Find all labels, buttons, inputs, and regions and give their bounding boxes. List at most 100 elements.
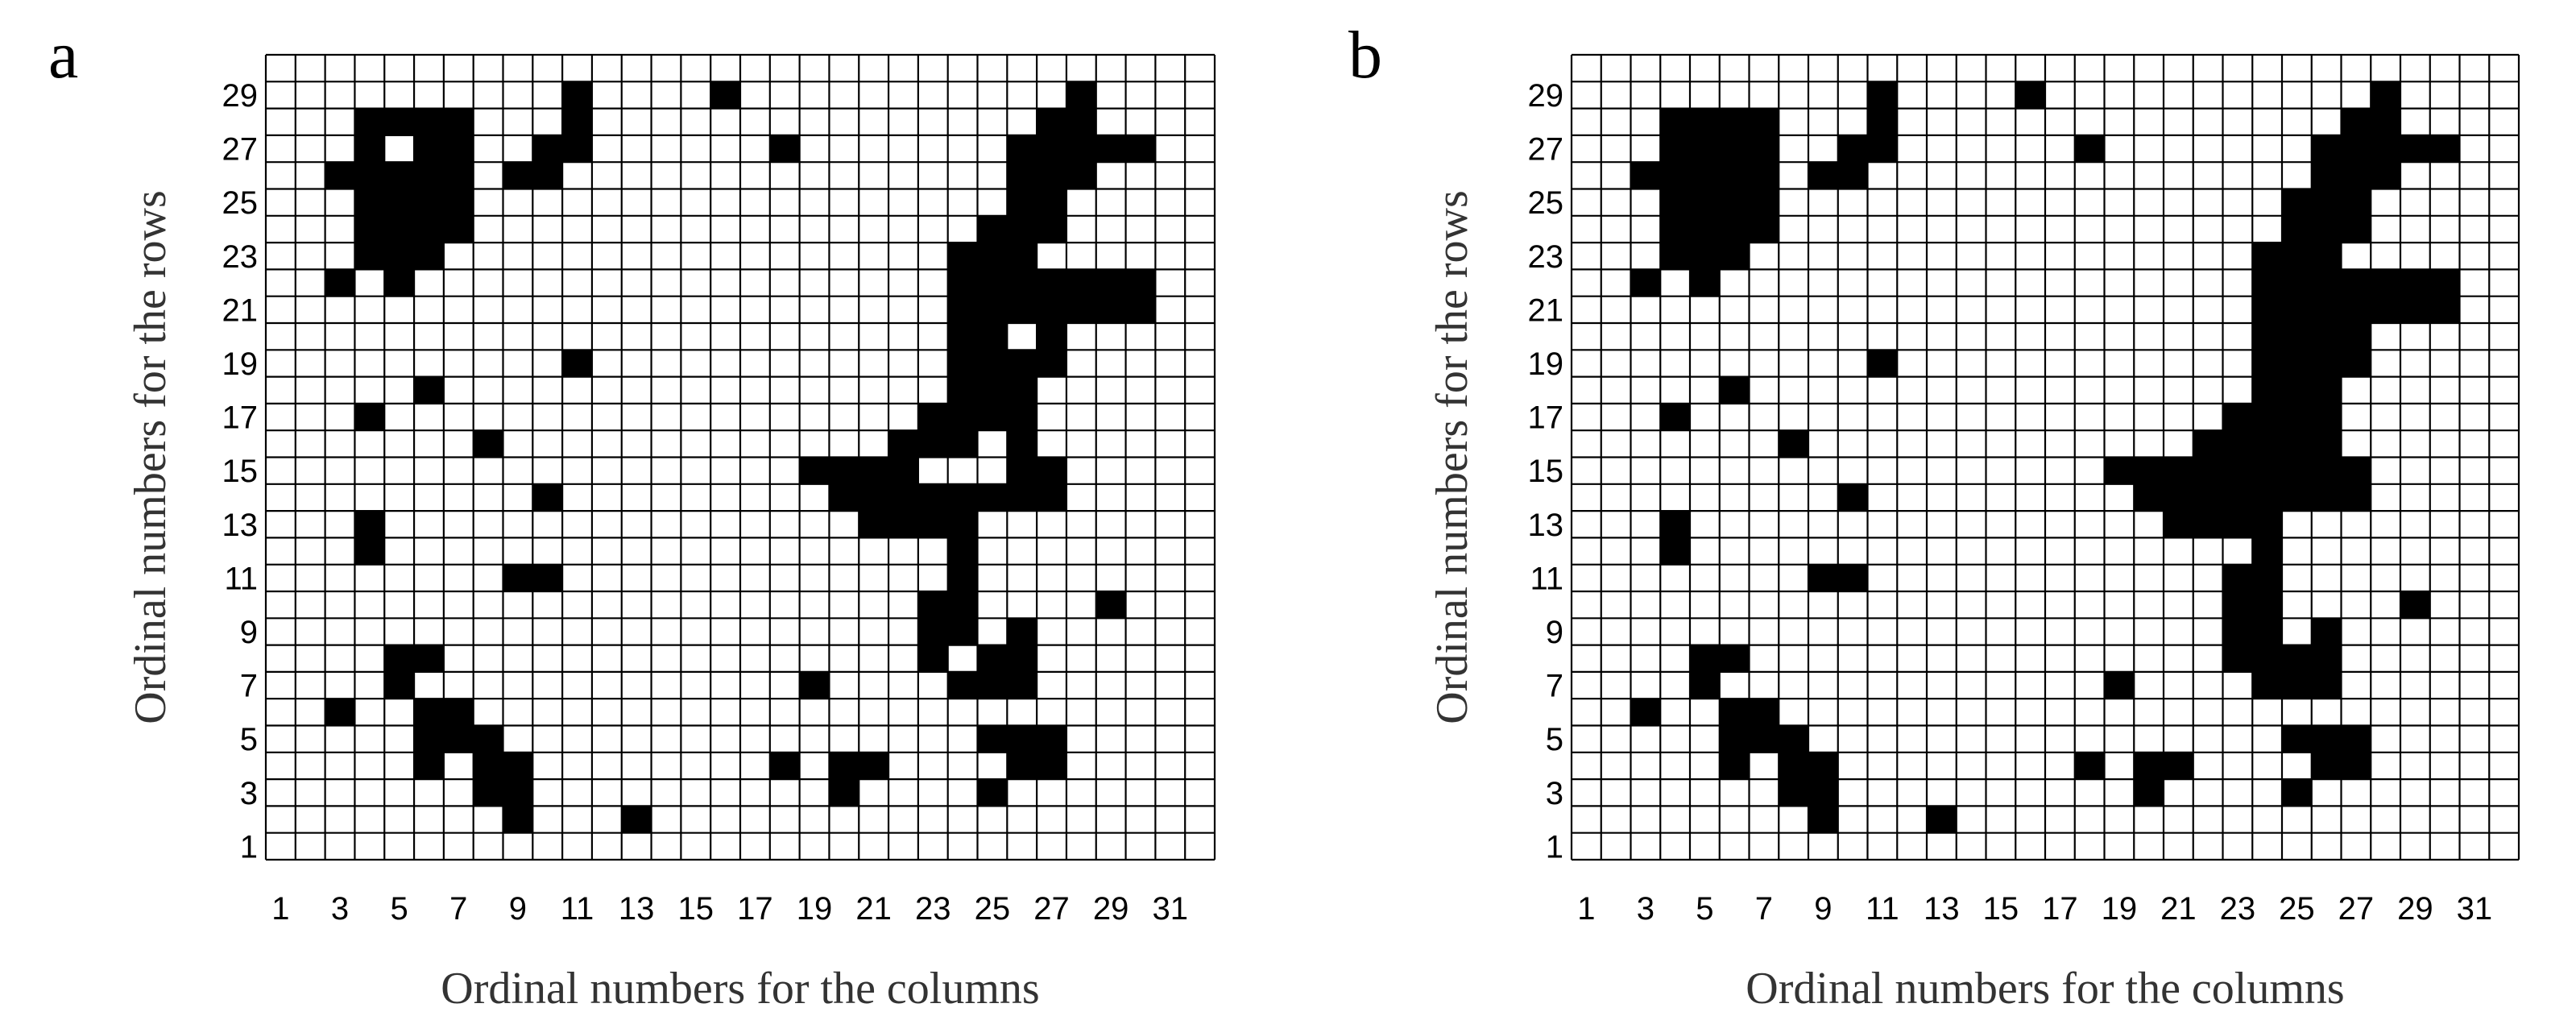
- filled-cell: [2429, 135, 2460, 163]
- filled-cell: [1125, 269, 1156, 297]
- filled-cell: [2371, 108, 2401, 136]
- filled-cell: [2252, 296, 2283, 324]
- filled-cell: [2341, 296, 2371, 324]
- filled-cell: [947, 537, 978, 566]
- filled-cell: [2193, 430, 2223, 458]
- filled-cell: [1037, 457, 1067, 485]
- filled-cell: [977, 243, 1008, 270]
- filled-cell: [829, 483, 859, 512]
- filled-cell: [1007, 403, 1037, 431]
- filled-cell: [1719, 752, 1750, 780]
- filled-cell: [947, 591, 978, 619]
- filled-cell: [1007, 350, 1037, 377]
- filled-cell: [1007, 645, 1037, 673]
- filled-cell: [2311, 215, 2342, 243]
- filled-cell: [2252, 645, 2283, 673]
- filled-cell: [947, 430, 978, 458]
- filled-cell: [1690, 215, 1721, 243]
- filled-cell: [2341, 350, 2371, 377]
- filled-cell: [1660, 403, 1691, 431]
- x-tick-label: 7: [449, 891, 467, 927]
- filled-cell: [1007, 296, 1037, 324]
- filled-cell: [503, 162, 533, 189]
- filled-cell: [1719, 645, 1750, 673]
- filled-cell: [2282, 296, 2313, 324]
- filled-cell: [414, 243, 445, 270]
- filled-cell: [384, 162, 415, 189]
- x-tick-label: 7: [1755, 891, 1773, 927]
- filled-cell: [1749, 699, 1779, 726]
- filled-cell: [829, 752, 859, 780]
- filled-cell: [1690, 135, 1721, 163]
- filled-cell: [414, 752, 445, 780]
- filled-cell: [2252, 376, 2283, 404]
- filled-cell: [1007, 483, 1037, 512]
- filled-cell: [2311, 350, 2342, 377]
- filled-cell: [1037, 350, 1067, 377]
- y-axis-label: Ordinal numbers for the rows: [1427, 190, 1477, 724]
- filled-cell: [947, 350, 978, 377]
- filled-cell: [1007, 215, 1037, 243]
- filled-cell: [2341, 323, 2371, 350]
- filled-cell: [1719, 162, 1750, 189]
- filled-cell: [2164, 511, 2194, 538]
- filled-cell: [2252, 671, 2283, 699]
- filled-cell: [532, 162, 563, 189]
- filled-cell: [2282, 243, 2313, 270]
- filled-cell: [2222, 457, 2253, 485]
- filled-cell: [1779, 779, 1809, 807]
- filled-cell: [977, 296, 1008, 324]
- filled-cell: [710, 81, 741, 109]
- filled-cell: [443, 725, 474, 753]
- filled-cell: [1779, 430, 1809, 458]
- filled-cell: [2282, 376, 2313, 404]
- x-tick-label: 19: [2102, 891, 2138, 927]
- filled-cell: [443, 189, 474, 217]
- filled-cell: [532, 135, 563, 163]
- filled-cell: [1007, 752, 1037, 780]
- filled-cell: [1749, 108, 1779, 136]
- filled-cell: [532, 483, 563, 512]
- filled-cell: [1837, 483, 1868, 512]
- filled-cell: [1749, 725, 1779, 753]
- filled-cell: [977, 671, 1008, 699]
- filled-cell: [1719, 189, 1750, 217]
- filled-cell: [2311, 645, 2342, 673]
- filled-cell: [2371, 269, 2401, 297]
- x-tick-label: 3: [1637, 891, 1655, 927]
- y-tick-label: 29: [1528, 78, 1564, 114]
- filled-cell: [2311, 162, 2342, 189]
- x-tick-label: 1: [271, 891, 289, 927]
- filled-cell: [1719, 725, 1750, 753]
- filled-cell: [2074, 135, 2105, 163]
- y-tick-label: 23: [222, 239, 259, 275]
- filled-cell: [829, 457, 859, 485]
- x-tick-label: 31: [2457, 891, 2493, 927]
- filled-cell: [917, 618, 949, 645]
- filled-cell: [769, 135, 801, 163]
- filled-cell: [1749, 215, 1779, 243]
- x-tick-label: 21: [855, 891, 892, 927]
- filled-cell: [503, 564, 533, 592]
- filled-cell: [2311, 189, 2342, 217]
- filled-cell: [1630, 699, 1661, 726]
- filled-cell: [354, 511, 385, 538]
- filled-cell: [503, 779, 533, 807]
- x-tick-label: 25: [975, 891, 1011, 927]
- filled-cell: [414, 189, 445, 217]
- filled-cell: [1719, 376, 1750, 404]
- x-tick-label: 29: [1093, 891, 1129, 927]
- y-tick-label: 25: [1528, 185, 1564, 221]
- filled-cell: [1066, 162, 1097, 189]
- filled-cell: [621, 806, 652, 834]
- x-tick-label: 5: [391, 891, 408, 927]
- filled-cell: [2193, 457, 2223, 485]
- filled-cell: [1690, 162, 1721, 189]
- y-tick-label: 25: [222, 185, 259, 221]
- filled-cell: [1690, 671, 1721, 699]
- filled-cell: [414, 135, 445, 163]
- filled-cell: [414, 645, 445, 673]
- x-tick-label: 3: [331, 891, 349, 927]
- filled-cell: [503, 806, 533, 834]
- filled-cell: [1007, 430, 1037, 458]
